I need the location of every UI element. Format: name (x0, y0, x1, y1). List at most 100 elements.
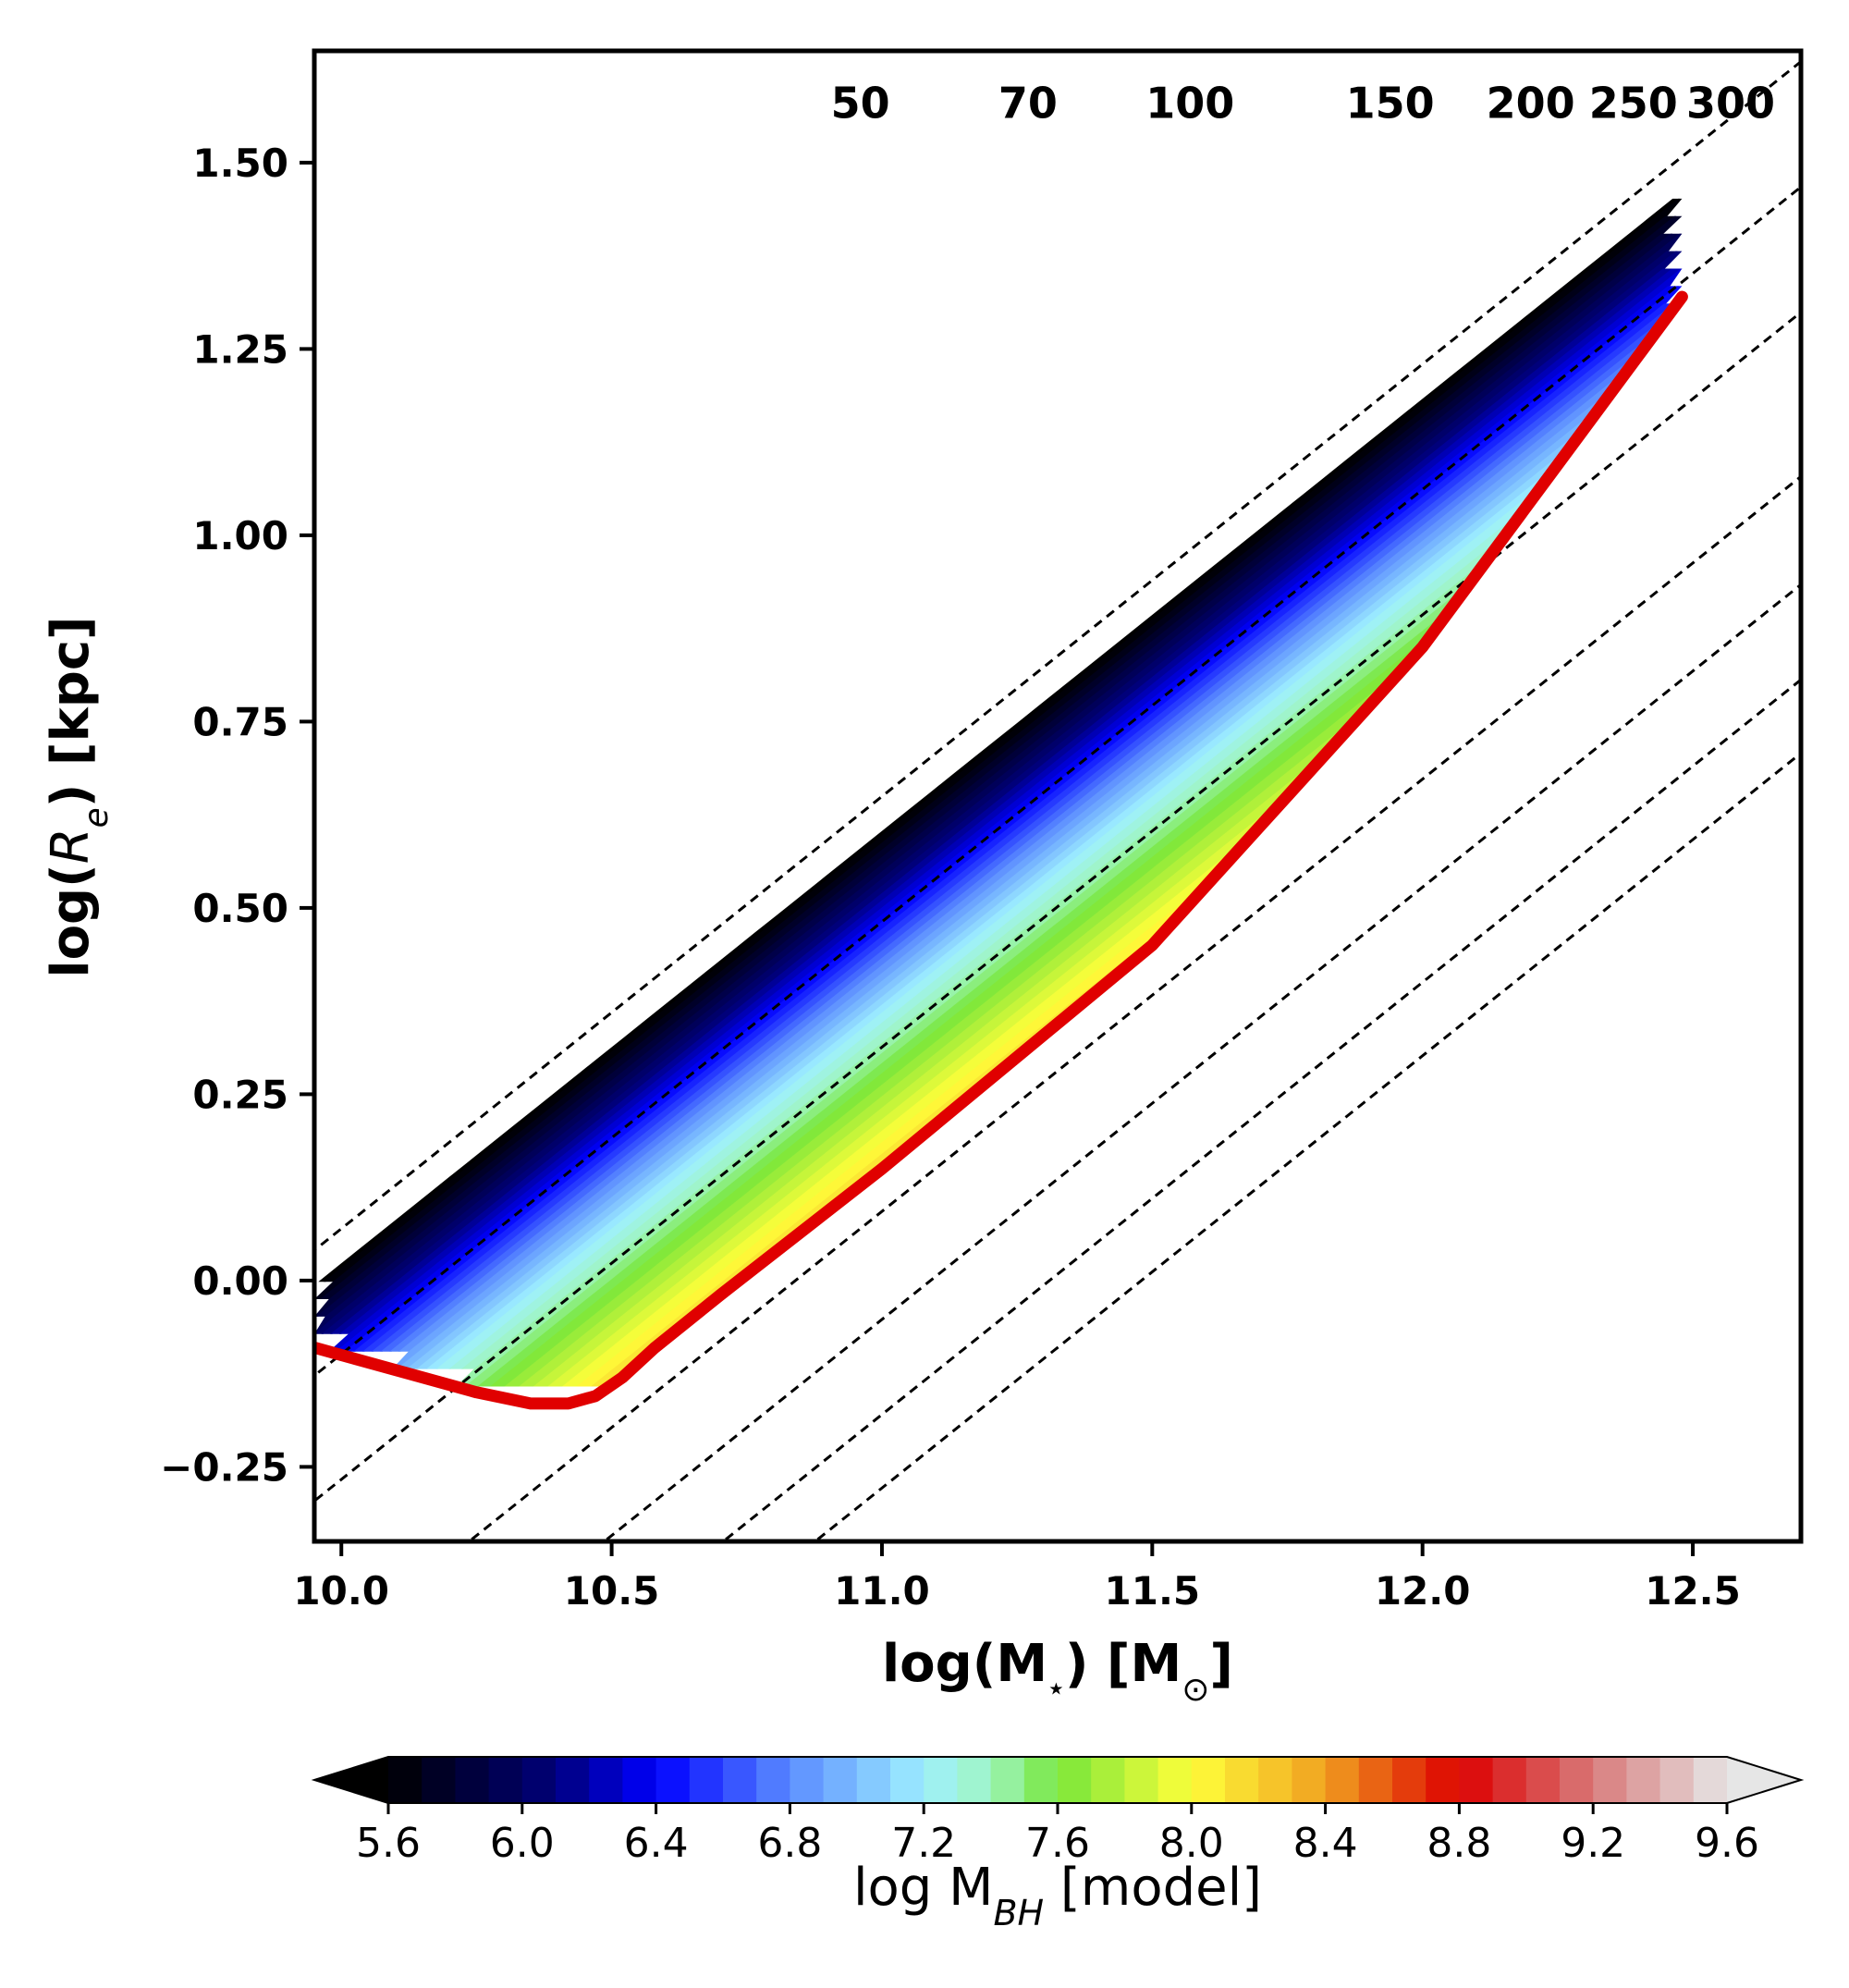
color-band (435, 496, 1535, 1369)
color-band (398, 373, 1625, 1352)
color-band (362, 303, 1677, 1352)
dispersion-line-200 (602, 583, 1801, 1541)
model-color-bands (314, 198, 1683, 1387)
colorbar-segment (1525, 1757, 1561, 1803)
colorbar-extend-max (1727, 1757, 1801, 1803)
color-band (477, 618, 1444, 1387)
colorbar-segment (924, 1757, 958, 1803)
y-tick-label: −0.25 (160, 1444, 288, 1490)
colorbar-tick-label: 8.0 (1159, 1820, 1224, 1867)
color-band (533, 757, 1322, 1387)
dispersion-line-150 (467, 474, 1801, 1541)
color-band (416, 460, 1561, 1369)
color-band (547, 792, 1291, 1387)
plot-frame (312, 48, 1804, 1544)
colorbar-tick-label: 9.6 (1695, 1820, 1759, 1867)
colorbar-tick-label: 8.8 (1427, 1820, 1491, 1867)
colorbar-segment (1392, 1757, 1427, 1803)
color-band (324, 198, 1683, 1282)
dispersion-labels: 50 70 100 150 200 250 300 (831, 79, 1775, 129)
color-band (380, 338, 1651, 1352)
colorbar-tick-label: 9.2 (1561, 1820, 1625, 1867)
colorbar-extend-min (314, 1757, 388, 1803)
colorbar-segment (1157, 1757, 1193, 1803)
dispersion-line-50 (314, 59, 1801, 1253)
colorbar-segment (1058, 1757, 1092, 1803)
colorbar-segment (1023, 1757, 1059, 1803)
colorbar-segment (1492, 1757, 1527, 1803)
colorbar-segment (1091, 1757, 1125, 1803)
color-band (321, 251, 1683, 1334)
color-band (314, 233, 1683, 1334)
colorbar-segment (1325, 1757, 1360, 1803)
colorbar-segment (957, 1757, 992, 1803)
color-band (448, 513, 1522, 1369)
colorbar-segment (1459, 1757, 1494, 1803)
colorbar-segment (1124, 1757, 1159, 1803)
color-band (371, 321, 1664, 1352)
colorbar: 5.6 6.0 6.4 6.8 7.2 7.6 8.0 8.4 8.8 9.2 9.6 (311, 1756, 1805, 1867)
color-band (406, 425, 1586, 1369)
dispersion-label-100: 100 (1145, 79, 1234, 129)
y-tick-label: 0.00 (192, 1258, 288, 1304)
colorbar-segment (1292, 1757, 1327, 1803)
x-axis-title: log(M⋆) [M⊙] (882, 1634, 1233, 1709)
color-band (392, 390, 1612, 1369)
colorbar-segment (856, 1757, 891, 1803)
red-boundary-curve (314, 290, 1688, 1410)
dispersion-line-250 (720, 678, 1801, 1541)
y-axis: −0.25 0.00 0.25 0.50 0.75 1.00 1.25 1.50 (160, 141, 314, 1490)
color-band (464, 583, 1470, 1387)
colorbar-segment (990, 1757, 1025, 1803)
colorbar-segment (689, 1757, 724, 1803)
colorbar-segment (890, 1757, 924, 1803)
color-band (328, 268, 1683, 1352)
colorbar-segment (723, 1757, 757, 1803)
y-tick-label: 1.00 (192, 513, 288, 558)
color-band (591, 932, 1164, 1387)
colorbar-segment (756, 1757, 790, 1803)
x-axis-title-sun: ⊙ (1182, 1671, 1209, 1709)
dispersion-label-50: 50 (831, 79, 890, 129)
colorbar-segment (823, 1757, 858, 1803)
colorbar-segment (1358, 1757, 1393, 1803)
dispersion-label-150: 150 (1346, 79, 1435, 129)
x-axis: 10.0 10.5 11.0 11.5 12.0 12.5 (293, 1541, 1741, 1614)
color-band (314, 251, 1678, 1334)
colorbar-tick-label: 6.0 (490, 1820, 555, 1867)
color-band (353, 303, 1676, 1352)
dispersion-label-250: 250 (1589, 79, 1678, 129)
color-band (489, 635, 1431, 1387)
color-band (561, 844, 1243, 1387)
color-band (330, 268, 1674, 1334)
colorbar-tick-label: 5.6 (356, 1820, 421, 1867)
color-band (504, 670, 1402, 1387)
colorbar-segment (655, 1757, 691, 1803)
dispersion-label-70: 70 (998, 79, 1058, 129)
y-tick-label: 0.50 (192, 886, 288, 931)
colorbar-segment (1593, 1757, 1627, 1803)
dispersion-label-200: 200 (1487, 79, 1575, 129)
dispersion-line-70 (314, 185, 1801, 1378)
colorbar-tick-label: 6.4 (624, 1820, 689, 1867)
colorbar-segment (1693, 1757, 1728, 1803)
plot-area (314, 59, 1801, 1541)
color-band (338, 268, 1683, 1334)
x-tick-label: 11.0 (834, 1568, 930, 1614)
y-tick-label: 0.75 (192, 699, 288, 744)
y-tick-label: 1.50 (192, 141, 288, 186)
y-axis-title: log(Re) [kpc] (41, 616, 116, 977)
colorbar-segment (556, 1757, 590, 1803)
colorbar-segment (790, 1757, 825, 1803)
x-tick-label: 12.0 (1375, 1568, 1471, 1614)
colorbar-title: log MBH [model] (853, 1858, 1262, 1933)
dispersion-line-300 (813, 751, 1801, 1541)
dispersion-line-100 (314, 310, 1801, 1503)
x-tick-label: 12.5 (1645, 1568, 1741, 1614)
colorbar-segment (1560, 1757, 1594, 1803)
x-tick-label: 10.5 (564, 1568, 660, 1614)
color-band (315, 233, 1682, 1317)
colorbar-segment (1191, 1757, 1226, 1803)
colorbar-segment (1426, 1757, 1460, 1803)
